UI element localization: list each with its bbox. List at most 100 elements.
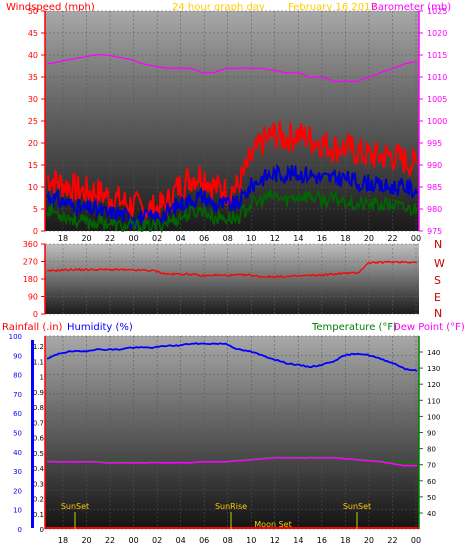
temp-grid bbox=[45, 335, 419, 530]
wind-tick-label: 45 bbox=[28, 29, 38, 38]
wind-x-tick-label: 06 bbox=[199, 234, 209, 243]
rain-tick-label: 0 bbox=[40, 526, 44, 534]
barometer-tick-label: 980 bbox=[427, 205, 442, 214]
direction-tick-label: 270 bbox=[23, 258, 38, 267]
wind-tick-label: 25 bbox=[28, 117, 38, 126]
barometer-tick-label: 1020 bbox=[427, 29, 447, 38]
humidity-tick-label: 90 bbox=[13, 352, 22, 360]
temp-x-tick-label: 06 bbox=[199, 536, 209, 545]
direction-panel-background bbox=[45, 244, 419, 314]
temp-tick-label: 130 bbox=[427, 365, 440, 373]
rain-tick-label: 0.9 bbox=[33, 389, 44, 397]
graph-date: February 16 2017 bbox=[288, 2, 377, 13]
rain-tick-label: 0.3 bbox=[33, 480, 44, 488]
wind-tick-label: 15 bbox=[28, 161, 38, 170]
wind-x-tick-label: 14 bbox=[293, 234, 303, 243]
humidity-tick-label: 60 bbox=[13, 410, 22, 418]
event-label: Moon Set bbox=[254, 520, 291, 529]
humidity-tick-label: 40 bbox=[13, 449, 22, 457]
humidity-series-line bbox=[46, 342, 418, 372]
humidity-tick-label: 80 bbox=[13, 372, 22, 380]
sun-moon-events: SunSet SunRise Moon Set SunSet bbox=[61, 502, 371, 530]
wind-tick-label: 20 bbox=[28, 139, 38, 148]
compass-label: N bbox=[434, 307, 442, 320]
direction-tick-label: 90 bbox=[28, 293, 38, 302]
rain-tick-label: 1.2 bbox=[33, 343, 44, 351]
compass-label: S bbox=[434, 274, 441, 287]
temp-tick-label: 100 bbox=[427, 413, 440, 421]
temp-tick-label: 80 bbox=[427, 446, 436, 454]
direction-tick-label: 360 bbox=[23, 240, 38, 249]
temp-x-tick-label: 22 bbox=[105, 536, 115, 545]
temp-tick-label: 120 bbox=[427, 381, 440, 389]
min-wind-series-line bbox=[46, 188, 418, 234]
temp-panel-background bbox=[45, 336, 419, 529]
event-label: SunSet bbox=[61, 502, 89, 511]
temp-tick-label: 110 bbox=[427, 397, 440, 405]
temp-tick-label: 50 bbox=[427, 494, 436, 502]
temp-tick-label: 140 bbox=[427, 349, 440, 357]
temp-x-tick-label: 02 bbox=[152, 536, 162, 545]
wind-x-tick-label: 00 bbox=[129, 234, 139, 243]
barometer-tick-label: 1010 bbox=[427, 73, 447, 82]
rain-tick-label: 0.5 bbox=[33, 450, 44, 458]
wind-tick-label: 30 bbox=[28, 95, 38, 104]
temp-x-tick-label: 00 bbox=[129, 536, 139, 545]
gust-series-line bbox=[46, 121, 418, 225]
wind-x-tick-label: 00 bbox=[411, 234, 421, 243]
temperature-label: Temperature (°F) bbox=[311, 322, 397, 333]
compass-label: W bbox=[434, 257, 445, 270]
temp-x-tick-label: 14 bbox=[293, 536, 303, 545]
direction-series bbox=[47, 260, 417, 279]
humidity-tick-label: 70 bbox=[13, 391, 22, 399]
temp-x-tick-label: 18 bbox=[58, 536, 68, 545]
wind-series bbox=[46, 54, 418, 234]
temp-x-tick-label: 04 bbox=[176, 536, 186, 545]
humidity-label: Humidity (%) bbox=[67, 322, 133, 333]
wind-grid bbox=[45, 10, 419, 232]
direction-tick-label: 0 bbox=[33, 310, 38, 319]
direction-y-ticks: 0 90 180 270 360 bbox=[23, 240, 46, 319]
rain-tick-label: 0.7 bbox=[33, 419, 44, 427]
temp-x-ticks: 18 20 22 00 02 04 06 08 10 12 14 16 18 20 22 00 bbox=[58, 536, 421, 545]
barometer-label: Barometer (mb) bbox=[371, 2, 451, 13]
barometer-tick-label: 995 bbox=[427, 139, 442, 148]
wind-x-tick-label: 12 bbox=[270, 234, 280, 243]
wind-x-tick-label: 22 bbox=[105, 234, 115, 243]
temp-x-tick-label: 08 bbox=[223, 536, 233, 545]
windspeed-label: Windspeed (mph) bbox=[6, 2, 95, 13]
wind-x-tick-label: 18 bbox=[340, 234, 350, 243]
rain-tick-label: 1.1 bbox=[33, 358, 44, 366]
rainfall-label: Rainfall (.in) bbox=[2, 322, 63, 333]
temp-x-tick-label: 00 bbox=[411, 536, 421, 545]
temp-tick-label: 40 bbox=[427, 510, 436, 518]
wind-x-tick-label: 08 bbox=[223, 234, 233, 243]
event-label: SunSet bbox=[343, 502, 371, 511]
temp-x-tick-label: 10 bbox=[246, 536, 256, 545]
rain-tick-label: 0.4 bbox=[33, 465, 45, 473]
humidity-tick-label: 100 bbox=[9, 333, 22, 341]
humidity-tick-label: 10 bbox=[13, 507, 22, 515]
humidity-tick-label: 0 bbox=[18, 526, 22, 534]
rain-tick-label: 0.8 bbox=[33, 404, 44, 412]
avg-wind-series-line bbox=[46, 163, 418, 230]
humidity-tick-label: 50 bbox=[13, 430, 22, 438]
barometer-series-line bbox=[46, 54, 418, 83]
wind-tick-label: 35 bbox=[28, 73, 38, 82]
temp-x-tick-label: 22 bbox=[387, 536, 397, 545]
direction-series-line bbox=[47, 260, 417, 279]
barometer-tick-label: 1005 bbox=[427, 95, 447, 104]
wind-x-tick-label: 20 bbox=[364, 234, 374, 243]
rain-tick-label: 0.2 bbox=[33, 496, 44, 504]
dewpoint-series-line bbox=[47, 456, 418, 467]
rain-tick-label: 0.6 bbox=[33, 435, 45, 443]
humidity-tick-label: 30 bbox=[13, 468, 22, 476]
wind-y-ticks: 0 5 10 15 20 25 30 35 40 45 50 bbox=[28, 7, 46, 236]
compass-label: E bbox=[434, 291, 441, 304]
wind-x-ticks: 18 20 22 00 02 04 06 08 10 12 14 16 18 20 22 00 bbox=[58, 234, 421, 243]
barometer-tick-label: 1015 bbox=[427, 51, 447, 60]
temp-x-tick-label: 20 bbox=[81, 536, 91, 545]
